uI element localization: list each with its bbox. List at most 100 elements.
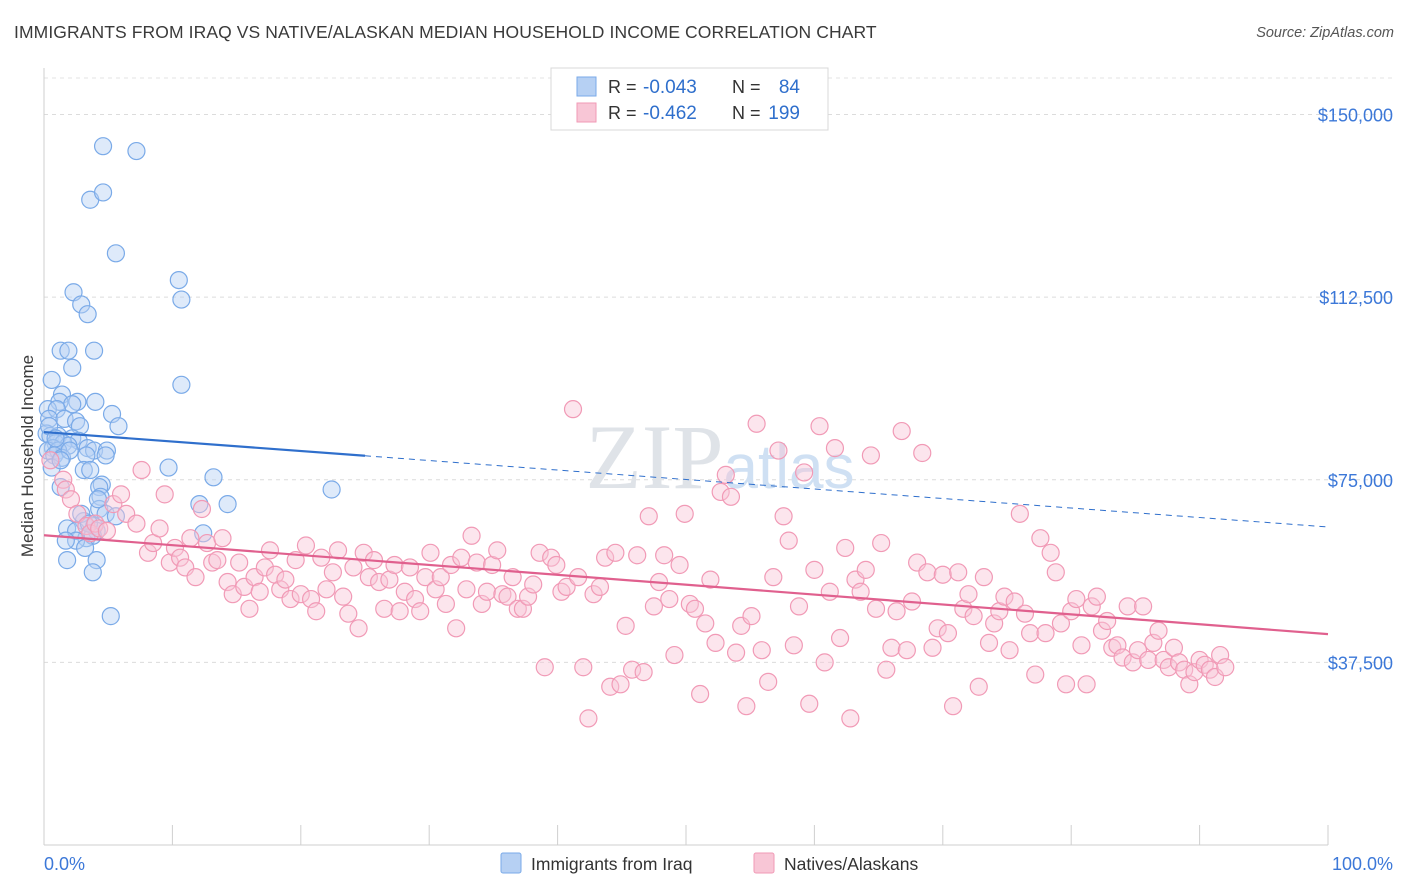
natives-point (375, 599, 394, 618)
natives-point (759, 672, 778, 691)
iraq-point (204, 468, 223, 487)
natives-point (563, 400, 583, 419)
natives-point (696, 614, 715, 633)
natives-point (323, 563, 342, 582)
natives-point (186, 568, 205, 587)
natives-point (349, 619, 368, 638)
natives-point (281, 589, 300, 609)
iraq-point (172, 375, 191, 394)
iraq-point (172, 290, 191, 309)
iraq-point (101, 607, 120, 626)
natives-point (400, 558, 420, 577)
natives-point (1051, 614, 1071, 633)
natives-point (611, 675, 630, 694)
natives-point (622, 660, 642, 679)
natives-point (596, 548, 615, 567)
iraq-point (63, 358, 82, 377)
stats-r-label-iraq: R = (608, 77, 637, 97)
natives-point (933, 565, 952, 584)
natives-point (882, 638, 901, 657)
watermark-zip: ZIP (586, 406, 724, 508)
natives-point (897, 641, 916, 660)
natives-point (979, 633, 999, 653)
natives-point (784, 636, 803, 655)
natives-point (223, 585, 242, 604)
iraq-point (51, 341, 70, 360)
natives-point (769, 441, 788, 460)
natives-point (208, 551, 227, 570)
natives-point (1041, 543, 1060, 562)
natives-point (477, 582, 497, 601)
natives-point (395, 582, 414, 601)
natives-point (795, 463, 814, 482)
natives-point (660, 589, 679, 609)
natives-point (721, 487, 741, 506)
natives-point (606, 543, 625, 562)
natives-point (296, 536, 316, 555)
natives-point (165, 538, 185, 558)
natives-point (552, 582, 571, 601)
natives-point (390, 602, 409, 621)
natives-point (887, 602, 906, 621)
natives-point (1000, 641, 1019, 660)
natives-point (1087, 587, 1106, 606)
natives-point (851, 582, 870, 601)
natives-point (866, 599, 886, 618)
natives-point (230, 553, 249, 572)
natives-point (815, 653, 834, 672)
natives-point (938, 624, 958, 643)
natives-point (56, 480, 75, 499)
natives-point (530, 543, 549, 562)
natives-point (1216, 658, 1235, 677)
iraq-point (59, 341, 78, 360)
natives-point (655, 546, 674, 565)
natives-point (344, 558, 363, 577)
natives-point (628, 546, 647, 565)
natives-point (964, 607, 983, 626)
iraq-point (159, 458, 178, 477)
iraq-point (169, 270, 188, 290)
natives-point (764, 568, 783, 587)
natives-point (457, 580, 476, 599)
natives-point (328, 541, 348, 560)
natives-point (307, 602, 326, 621)
natives-point (1077, 675, 1096, 694)
stats-n-label-iraq: N = (732, 77, 761, 97)
natives-point (557, 577, 576, 596)
natives-point (836, 538, 855, 558)
natives-point (431, 568, 450, 587)
iraq-point (74, 460, 93, 480)
natives-point (181, 529, 200, 548)
natives-point (810, 417, 829, 436)
chart-title: IMMIGRANTS FROM IRAQ VS NATIVE/ALASKAN M… (14, 22, 877, 42)
iraq-point (93, 137, 113, 156)
natives-point (680, 594, 699, 614)
iraq-point (55, 409, 74, 428)
natives-point (701, 570, 720, 589)
iraq-point (84, 341, 104, 360)
natives-point (670, 555, 689, 575)
natives-point (1036, 624, 1055, 643)
natives-point (579, 709, 598, 728)
natives-point (1113, 648, 1132, 667)
natives-point (436, 594, 455, 614)
natives-point (192, 499, 212, 519)
natives-point (127, 514, 146, 533)
iraq-point (56, 531, 75, 550)
iraq-point (190, 495, 209, 514)
iraq-point (106, 244, 126, 263)
iraq-point (96, 446, 115, 465)
iraq-point (88, 490, 108, 509)
x-tick-labels: 0.0% 100.0% (44, 854, 1393, 874)
natives-point (447, 619, 466, 638)
natives-point (1056, 675, 1076, 694)
iraq-point (42, 370, 61, 390)
natives-point (250, 582, 269, 601)
natives-point (943, 697, 963, 716)
stats-r-value-natives: -0.462 (643, 103, 697, 124)
natives-point (524, 575, 543, 594)
natives-point (41, 451, 60, 470)
natives-point (779, 531, 798, 550)
natives-point (1098, 611, 1117, 631)
